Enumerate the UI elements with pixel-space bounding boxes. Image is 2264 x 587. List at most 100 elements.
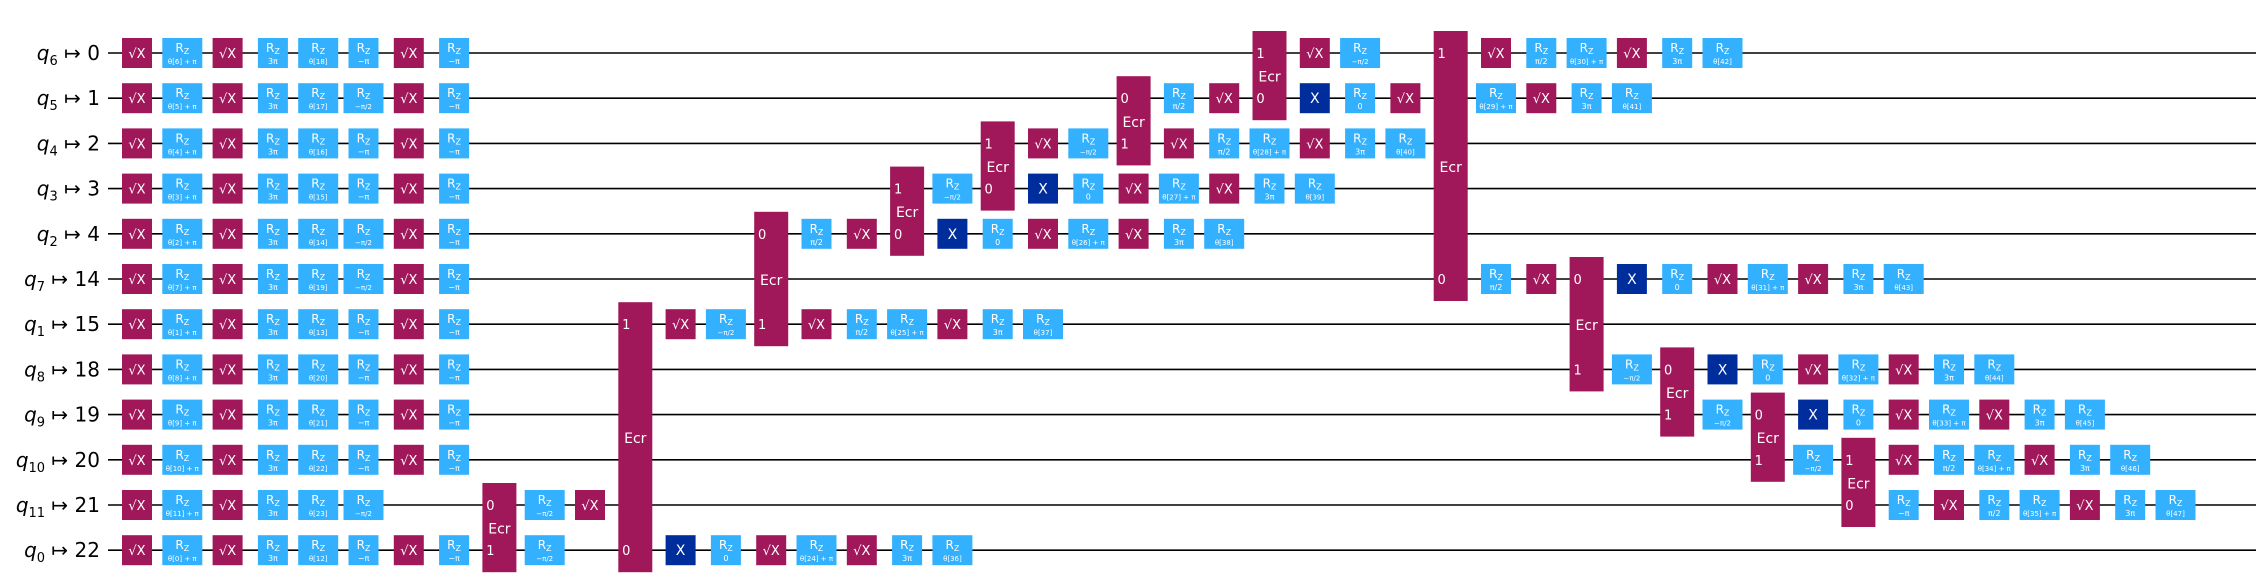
rz-gate-box [1747,264,1788,294]
sx-gate: √X [1118,173,1149,204]
rz-gate-param: π/2 [810,238,823,247]
rz-letter: R [175,177,183,191]
qubit-name: q [24,267,37,291]
rz-subscript: Z [365,137,371,146]
rz-gate-param: −π [448,373,460,382]
x-gate-label: X [676,543,686,559]
rz-subscript: Z [456,137,462,146]
rz-gate: RZ−π [439,354,470,385]
sx-gate-label: √X [219,544,236,559]
rz-subscript: Z [320,318,326,327]
rz-gate-box [298,173,339,204]
rz-gate-name: RZ [266,403,280,418]
sx-gate-box [212,173,243,204]
ecr-gate: Ecr 0 1 [754,211,789,347]
rz-gate-param: −π/2 [355,284,372,292]
rz-gate: RZ−π [348,309,379,340]
sx-gate-label: √X [1170,137,1187,152]
rz-gate: RZ −π/2 [524,490,565,520]
x-gate: X [1028,173,1058,204]
rz-gate-name: RZ [2078,448,2092,463]
qubit-label: q2 ↦ 4 [37,222,100,250]
sx-gate-label: √X [672,318,689,333]
rz-subscript: Z [184,228,190,237]
rz-subscript: Z [1362,92,1368,101]
rz-gate-param: 3π [1582,102,1592,111]
sx-gate-box [1299,128,1330,159]
rz-gate-name: RZ [2033,403,2047,418]
rz-gate: RZθ[46] [2110,444,2151,475]
ecr-gate: Ecr 1 0 [1433,31,1468,301]
rz-gate: RZ−π [348,128,379,159]
rz-gate-box [1068,218,1109,249]
rz-letter: R [311,86,319,100]
sx-gate-box [393,173,424,204]
rz-gate-param: θ[37] [1034,329,1053,337]
sx-gate-label: √X [1895,363,1912,378]
rz-gate-box [1249,128,1290,159]
rz-gate: RZ−π [439,173,470,204]
ecr-gate-box [482,483,517,573]
sx-gate-box [1209,173,1240,204]
rz-gate-box [1974,354,2015,385]
rz-letter: R [1081,222,1089,236]
rz-gate-name: RZ [175,403,189,418]
rz-gate-param: 3π [1944,373,1954,382]
sx-gate-label: √X [219,499,236,514]
ecr-gate: Ecr 0 1 [1660,347,1695,437]
rz-gate-name: RZ [1806,448,1820,463]
sx-gate-label: √X [400,47,417,62]
sx-gate-box [122,38,152,68]
x-gate-box [665,535,696,566]
rz-gate-param: 3π [1265,193,1275,202]
rz-subscript: Z [1950,363,1956,372]
rz-gate-param: −π [448,147,460,156]
rz-gate: RZ −π/2 [343,218,384,249]
rz-subscript: Z [274,544,280,553]
rz-subscript: Z [2086,409,2092,418]
rz-gate-box [439,444,470,475]
rz-letter: R [311,538,319,552]
rz-gate-param: θ[31] + π [1751,284,1785,292]
rz-gate-name: RZ [1761,267,1775,282]
rz-gate-box [162,535,203,566]
sx-gate: √X [756,535,787,566]
rz-gate-box [1385,128,1426,159]
rz-gate-name: RZ [357,403,371,418]
rz-gate: RZπ/2 [1163,83,1194,114]
rz-letter: R [1081,177,1089,191]
rz-gate-param: 3π [2125,509,2135,518]
rz-gate-name: RZ [1534,41,1548,56]
rz-subscript: Z [2132,454,2138,463]
mapsto-arrow: ↦ [45,312,74,336]
rz-gate-param: π/2 [1535,57,1548,66]
rz-gate-param: 3π [268,509,278,518]
sx-gate-box [212,38,243,68]
rz-letter: R [719,312,727,326]
rz-gate: RZθ[12] [298,535,339,566]
ecr-gate: Ecr 1 0 [618,302,653,573]
rz-gate-param: 3π [1174,238,1184,247]
rz-gate-box [846,309,877,340]
rz-letter: R [266,86,274,100]
rz-gate-box [257,83,288,114]
rz-gate: RZθ[5] + π [162,83,203,114]
sx-gate-label: √X [219,409,236,424]
x-gate-box [1707,354,1738,385]
rz-letter: R [810,222,818,236]
rz-gate: RZ0 [710,535,741,566]
rz-letter: R [1625,357,1633,371]
rz-gate-box [257,173,288,204]
rz-subscript: Z [1497,273,1503,282]
qubit-subscript: 3 [50,190,58,205]
rz-gate-param: 3π [1853,283,1863,292]
rz-subscript: Z [365,47,371,56]
rz-subscript: Z [274,92,280,101]
rz-gate-param: −π [358,147,370,156]
rz-gate-param: −π [358,554,370,563]
rz-letter: R [1670,41,1678,55]
